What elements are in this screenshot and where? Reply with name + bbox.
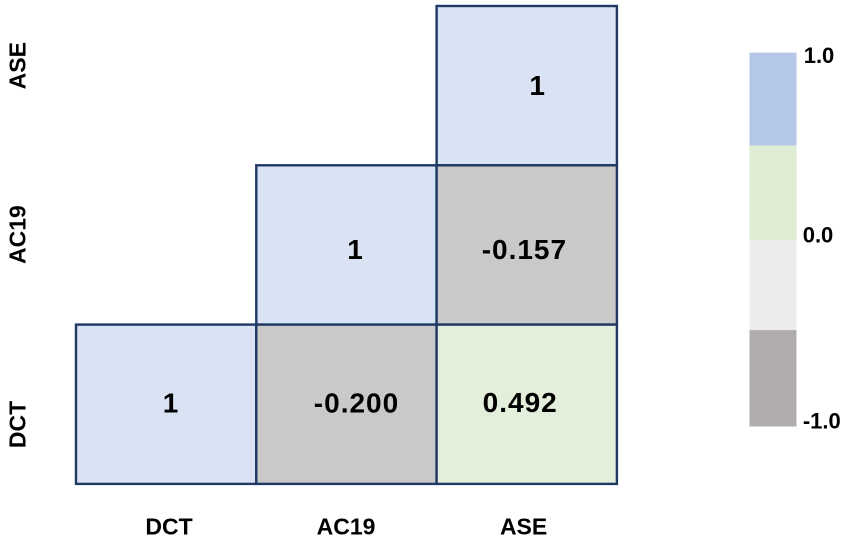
- svg-text:0.492: 0.492: [483, 387, 558, 418]
- svg-text:AC19: AC19: [5, 205, 31, 264]
- svg-text:-0.157: -0.157: [482, 234, 567, 265]
- svg-text:1: 1: [163, 387, 180, 418]
- svg-text:DCT: DCT: [5, 401, 31, 448]
- svg-text:DCT: DCT: [145, 514, 192, 540]
- svg-text:1: 1: [529, 70, 546, 101]
- svg-text:-1.0: -1.0: [803, 409, 841, 434]
- svg-text:1: 1: [347, 234, 364, 265]
- svg-text:0.0: 0.0: [803, 222, 834, 247]
- svg-text:AC19: AC19: [317, 514, 376, 540]
- svg-text:ASE: ASE: [500, 514, 547, 540]
- svg-text:1.0: 1.0: [804, 43, 835, 68]
- svg-text:ASE: ASE: [5, 42, 31, 89]
- svg-text:-0.200: -0.200: [314, 387, 399, 418]
